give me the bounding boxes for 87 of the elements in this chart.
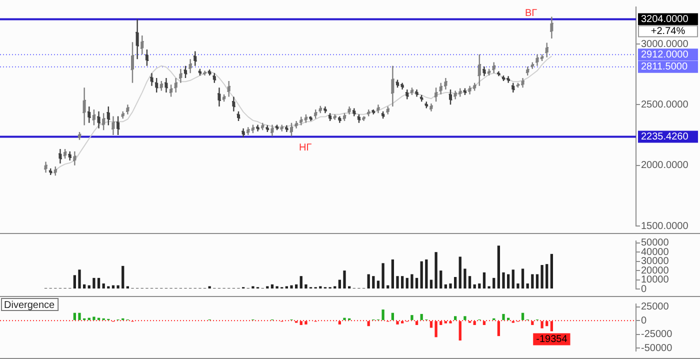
bar <box>372 276 375 288</box>
bar <box>468 276 472 288</box>
bar <box>444 284 448 288</box>
bar <box>464 316 466 320</box>
bar <box>410 274 414 288</box>
bar <box>536 274 539 288</box>
bar <box>382 263 384 288</box>
bar <box>546 264 548 288</box>
bar <box>300 276 302 288</box>
bar <box>304 284 308 288</box>
ref-line-label: 2235.4260 <box>641 132 689 143</box>
y-tick-label: 10000 <box>641 274 670 286</box>
bar <box>116 285 120 288</box>
bar <box>122 266 124 288</box>
y-tick-label: 3000.0000 <box>641 38 689 50</box>
bar <box>338 280 342 288</box>
data-label: -19354 <box>536 334 568 346</box>
bar <box>97 278 100 288</box>
bar <box>270 284 274 288</box>
bar <box>376 280 380 288</box>
bar <box>482 272 486 288</box>
bar <box>420 314 423 320</box>
bar <box>102 283 105 288</box>
bar <box>78 312 81 320</box>
annotation: ВГ <box>525 8 538 20</box>
bar <box>550 254 554 288</box>
bar <box>92 316 96 320</box>
bar <box>343 318 346 320</box>
bar <box>430 280 433 288</box>
y-tick-label: 2500.0000 <box>641 99 689 110</box>
bar <box>492 278 496 288</box>
bar <box>425 259 428 288</box>
bar <box>294 284 298 288</box>
y-tick-label: 1500.0000 <box>641 220 689 232</box>
y-tick-label: -25000 <box>641 329 673 340</box>
bar <box>434 252 438 288</box>
bar <box>440 270 442 288</box>
bar <box>454 277 457 288</box>
bar <box>343 270 346 288</box>
bar <box>478 283 481 288</box>
bar <box>521 268 524 288</box>
annotation: НГ <box>298 142 312 154</box>
y-tick-label: 20000 <box>641 265 670 276</box>
bar <box>367 274 370 288</box>
bar <box>400 276 404 288</box>
bar <box>540 265 544 288</box>
bar <box>473 284 476 288</box>
bar <box>290 285 293 288</box>
bar <box>73 312 76 320</box>
bar <box>391 259 394 288</box>
bar <box>497 246 500 288</box>
bar <box>391 312 394 320</box>
y-tick-label: 30000 <box>641 256 670 268</box>
bar <box>410 315 414 320</box>
bar <box>382 310 384 320</box>
bar <box>415 278 418 288</box>
chart-title: Divergence <box>4 300 56 311</box>
y-tick-label: 2000.0000 <box>641 160 689 172</box>
bar <box>406 278 408 288</box>
bar <box>78 270 81 288</box>
bar <box>502 314 505 320</box>
bar <box>526 283 529 288</box>
bar <box>502 272 505 288</box>
y-tick-label: 0 <box>641 315 647 326</box>
bar <box>516 283 520 288</box>
y-tick-label: 50000 <box>641 238 670 249</box>
y-tick-label: 0 <box>641 284 647 295</box>
ref-line-label: 2811.5000 <box>641 62 688 73</box>
text: +2.74% <box>650 26 686 38</box>
bar <box>531 274 534 288</box>
bar <box>464 268 466 288</box>
bar <box>521 312 524 320</box>
y-tick-label: 25000 <box>641 302 670 313</box>
bar <box>396 276 399 288</box>
bar <box>512 270 514 288</box>
bar <box>82 284 86 288</box>
bar <box>420 261 423 288</box>
y-tick-label: 40000 <box>641 246 670 258</box>
bar <box>458 256 462 288</box>
bar <box>454 316 457 320</box>
ref-line-label: 2912.0000 <box>641 49 689 60</box>
bar <box>506 274 510 288</box>
bar <box>73 275 76 288</box>
bar <box>92 278 96 288</box>
y-tick-label: -50000 <box>641 342 673 354</box>
ref-line-label: 3204.0000 <box>641 14 689 26</box>
bar <box>449 283 452 288</box>
